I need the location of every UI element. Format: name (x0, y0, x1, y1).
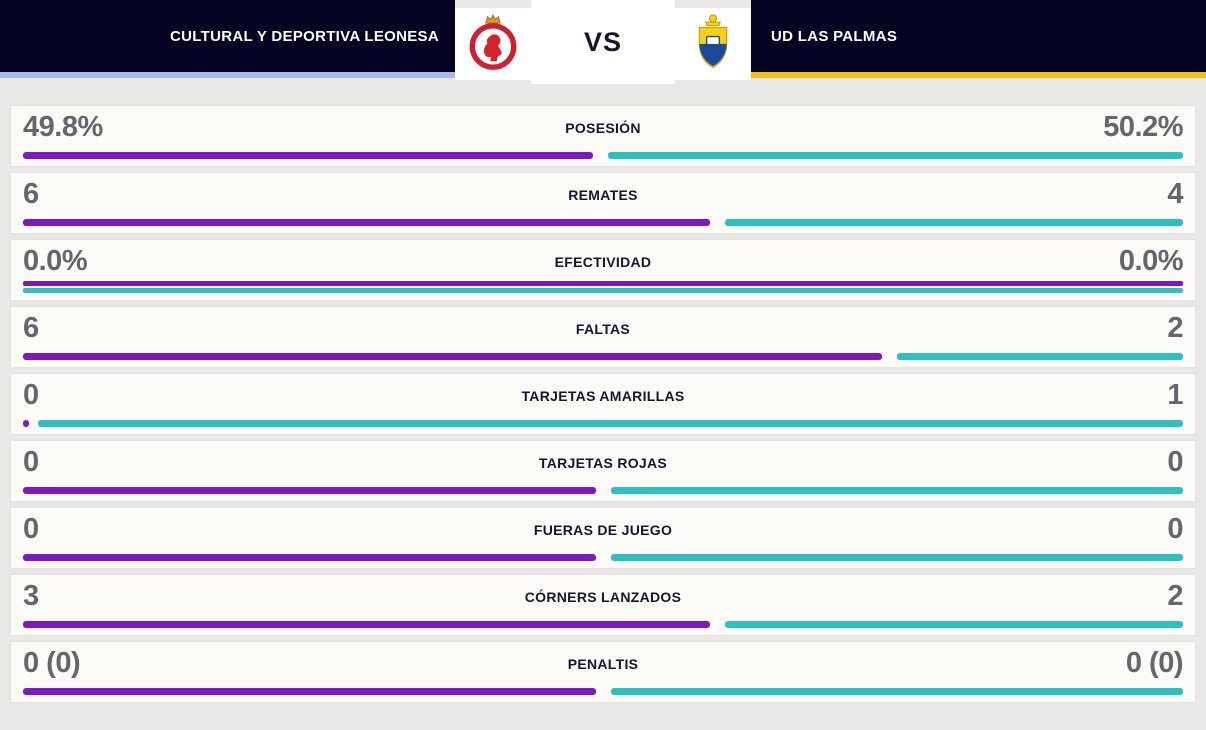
match-header: CULTURAL Y DEPORTIVA LEONESA VS UD (0, 0, 1206, 84)
home-value: 6 (23, 312, 39, 344)
home-value: 49.8% (23, 111, 103, 143)
home-bar (23, 487, 596, 494)
home-value: 0 (23, 446, 39, 478)
home-value: 0.0% (23, 245, 88, 277)
away-value: 0 (0) (1125, 647, 1184, 679)
home-bar (23, 420, 29, 427)
home-team-color-strip (0, 72, 455, 78)
away-value: 1 (1167, 379, 1183, 411)
home-value: 0 (23, 379, 39, 411)
away-bar (608, 152, 1183, 159)
home-bar (23, 688, 596, 695)
home-bar (23, 281, 1183, 286)
away-value: 2 (1167, 580, 1183, 612)
away-team-bar: UD LAS PALMAS (751, 0, 1206, 78)
stat-row: 3 CÓRNERS LANZADOS 2 (10, 574, 1196, 636)
home-value: 3 (23, 580, 39, 612)
away-bar (23, 288, 1183, 293)
away-value: 4 (1167, 178, 1183, 210)
stat-label: POSESIÓN (565, 119, 641, 136)
match-stats-panel: 49.8% POSESIÓN 50.2% 6 REMATES 4 0.0% EF… (10, 105, 1196, 703)
home-bar (23, 554, 596, 561)
home-team-name: CULTURAL Y DEPORTIVA LEONESA (170, 27, 439, 45)
away-bar (610, 487, 1183, 494)
home-value: 6 (23, 178, 39, 210)
home-team-logo (455, 8, 531, 80)
home-bar (23, 152, 594, 159)
stat-label: TARJETAS ROJAS (538, 454, 668, 471)
home-bar (23, 219, 710, 226)
stat-bars (23, 152, 1183, 159)
home-bar (23, 621, 710, 628)
stat-label: REMATES (568, 186, 638, 203)
away-team-name: UD LAS PALMAS (771, 27, 898, 45)
stat-bars (23, 420, 1183, 427)
away-team-color-strip (751, 72, 1206, 78)
away-bar (38, 420, 1183, 427)
away-bar (610, 554, 1183, 561)
stat-row: 0 (0) PENALTIS 0 (0) (10, 641, 1196, 703)
stat-row: 0 FUERAS DE JUEGO 0 (10, 507, 1196, 569)
las-palmas-crest-icon (690, 13, 736, 76)
stat-label: FUERAS DE JUEGO (533, 521, 673, 538)
stat-bars (23, 621, 1183, 628)
stat-label: CÓRNERS LANZADOS (524, 588, 682, 605)
stat-label: EFECTIVIDAD (554, 253, 652, 270)
stat-row: 6 FALTAS 2 (10, 306, 1196, 368)
vs-label: VS (531, 0, 675, 84)
stat-row: 49.8% POSESIÓN 50.2% (10, 105, 1196, 167)
stat-label: FALTAS (575, 320, 631, 337)
away-value: 0.0% (1118, 245, 1184, 277)
away-team-logo (675, 8, 751, 80)
away-bar (896, 353, 1183, 360)
stat-label: PENALTIS (567, 655, 639, 672)
stat-bars (23, 353, 1183, 360)
away-value: 0 (1167, 513, 1183, 545)
stat-bars (23, 554, 1183, 561)
stat-label: TARJETAS AMARILLAS (521, 387, 685, 404)
stat-row: 0.0% EFECTIVIDAD 0.0% (10, 239, 1196, 301)
away-value: 50.2% (1103, 111, 1183, 143)
home-value: 0 (0) (23, 647, 81, 679)
stat-bars (23, 487, 1183, 494)
home-value: 0 (23, 513, 39, 545)
stat-bars (23, 281, 1183, 293)
away-value: 2 (1167, 312, 1183, 344)
away-bar (610, 688, 1183, 695)
home-bar (23, 353, 882, 360)
stat-row: 0 TARJETAS ROJAS 0 (10, 440, 1196, 502)
away-bar (725, 219, 1183, 226)
stat-row: 6 REMATES 4 (10, 172, 1196, 234)
cultural-leonesa-crest-icon (466, 12, 520, 77)
home-team-bar: CULTURAL Y DEPORTIVA LEONESA (0, 0, 455, 78)
away-bar (725, 621, 1183, 628)
stat-bars (23, 219, 1183, 226)
stat-row: 0 TARJETAS AMARILLAS 1 (10, 373, 1196, 435)
stat-bars (23, 688, 1183, 695)
away-value: 0 (1167, 446, 1183, 478)
